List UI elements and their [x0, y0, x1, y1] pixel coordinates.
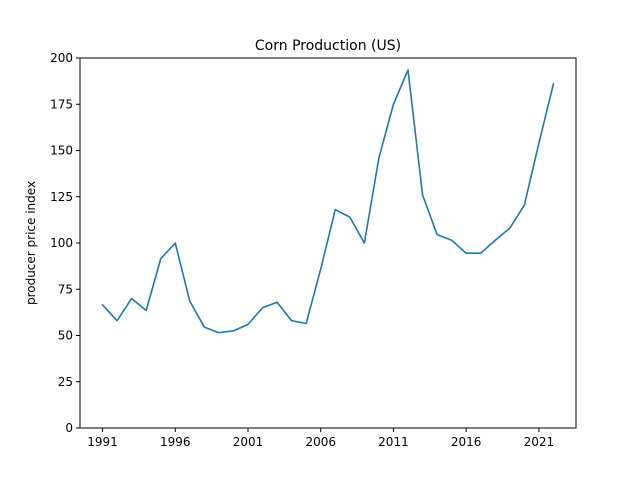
- y-tick-label: 100: [50, 236, 73, 250]
- x-tick-label: 1991: [87, 435, 118, 449]
- x-tick-label: 2016: [451, 435, 482, 449]
- plot-frame: [79, 57, 577, 429]
- y-axis-label: producer price index: [24, 181, 38, 305]
- y-tick-label: 125: [50, 190, 73, 204]
- y-tick-label: 0: [65, 421, 73, 435]
- y-tick-label: 25: [58, 375, 73, 389]
- x-tick-label: 2011: [378, 435, 409, 449]
- x-tick-label: 1996: [160, 435, 191, 449]
- y-tick-label: 50: [58, 329, 73, 343]
- series-line: [101, 69, 555, 334]
- y-tick-label: 150: [50, 144, 73, 158]
- y-tick-label: 75: [58, 282, 73, 296]
- y-tick-label: 175: [50, 97, 73, 111]
- y-axis: 0 25 50 75 100 125 150 175 200: [50, 51, 80, 435]
- x-axis: 1991 1996 2001 2006 2011 2016 2021: [87, 428, 554, 449]
- y-tick-label: 200: [50, 51, 73, 65]
- x-tick-label: 2021: [524, 435, 555, 449]
- x-tick-label: 2001: [233, 435, 264, 449]
- x-tick-label: 2006: [305, 435, 336, 449]
- chart-title: Corn Production (US): [255, 38, 401, 54]
- plot-series: [101, 69, 555, 334]
